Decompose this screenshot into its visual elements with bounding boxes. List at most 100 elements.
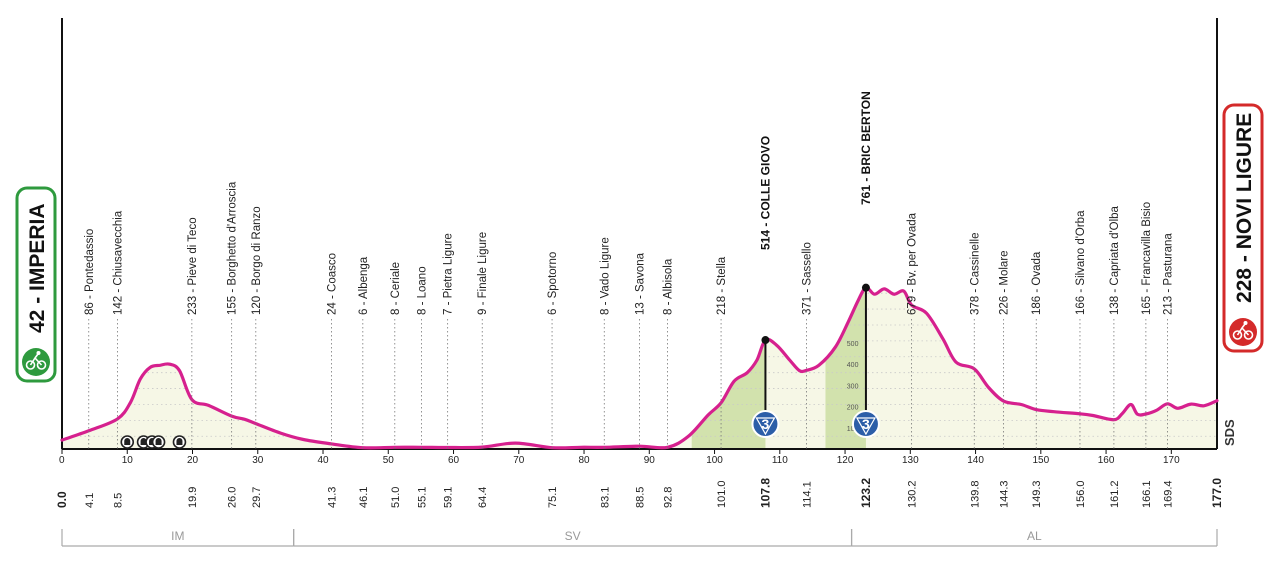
climb-shading [691,287,766,449]
province-label: IM [171,529,184,543]
km-mark-label: 4.1 [84,493,96,508]
bicycle-rider [36,351,41,355]
gpm-category: 3 [862,416,870,432]
place-label: 120 - Borgo di Ranzo [251,206,263,315]
bicycle-wheel [1232,330,1243,340]
bicycle-rider [1243,321,1248,325]
km-mark-label: 59.1 [443,487,455,508]
km-mark-label: 64.4 [477,487,489,508]
gpm-badge-triangle [755,417,776,436]
km-mark-label: 177.0 [1210,478,1224,508]
place-label: 233 - Pieve di Teco [187,217,199,315]
gpm-badge: 3 [851,410,880,438]
bicycle-icon [22,348,50,376]
x-tick-label: 30 [252,455,264,466]
km-mark-label: 46.1 [358,487,370,508]
bicycle-wheel [1243,330,1254,340]
km-mark-label: 107.8 [758,478,772,508]
finish-badge-frame [1222,103,1264,353]
summit-label: 761 - BRIC BERTON [859,91,873,205]
bicycle-wheel [36,360,47,370]
profile-area [62,287,1217,449]
gpm-badge-triangle [855,417,876,436]
km-mark-label: 0.0 [55,491,69,508]
km-mark-label: 88.5 [635,487,647,508]
x-tick-label: 40 [317,455,329,466]
place-label: 7 - Pietra Ligure [443,233,455,315]
km-mark-label: 75.1 [547,487,559,508]
summit-dot [861,283,870,292]
tunnel-icon-arch [140,438,147,445]
profile-line [60,286,1219,450]
place-label: 155 - Borghetto d'Arroscia [227,181,239,315]
gpm-badge: 3 [751,410,780,438]
x-tick-label: 150 [1032,455,1049,466]
km-mark-label: 144.3 [999,480,1011,508]
x-tick-label: 110 [772,455,788,466]
climb-axis-tick: 100 [847,426,859,433]
place-label: 24 - Coasco [327,253,339,315]
km-mark-label: 166.1 [1141,480,1153,508]
place-label: 138 - Capriata d'Olba [1109,205,1121,315]
province-label: SV [565,529,581,543]
place-label: 86 - Pontedassio [84,229,96,315]
place-label: 8 - Vado Ligure [599,237,611,315]
km-mark-label: 41.3 [327,487,339,508]
place-label: 166 - Silvano d'Orba [1075,210,1087,315]
km-mark-label: 26.0 [227,487,239,508]
place-label: 371 - Sassello [802,242,814,315]
km-mark-label: 19.9 [187,487,199,508]
km-mark-label: 123.2 [859,478,873,508]
climb-axis-tick: 300 [847,383,859,390]
x-tick-label: 90 [644,455,656,466]
x-tick-label: 60 [448,455,460,466]
km-mark-label: 114.1 [802,481,814,508]
x-tick-label: 50 [383,455,395,466]
x-tick-label: 160 [1098,455,1115,466]
place-label: 378 - Cassinelle [969,233,981,315]
place-label: 165 - Francavilla Bisio [1141,202,1153,315]
x-tick-label: 170 [1163,455,1180,466]
tunnel-icon [151,435,166,449]
x-tick-label: 140 [967,455,984,466]
bicycle-icon-bg [22,348,50,376]
place-label: 6 - Spotorno [547,252,559,315]
climb-axis-tick: 400 [847,362,859,369]
bicycle-icon [1229,318,1257,346]
tunnel-icon-arch [176,438,183,445]
x-tick-label: 20 [187,455,199,466]
x-tick-label: 10 [122,455,134,466]
tunnel-icon-arch [124,438,131,445]
place-label: 142 - Chiusavecchia [112,210,124,315]
gpm-category: 3 [762,416,770,432]
x-tick-label: 70 [513,455,525,466]
start-badge: 42 - IMPERIA [15,186,57,383]
x-tick-label: 0 [59,455,65,466]
climb-axis-tick: 200 [847,405,859,412]
km-mark-label: 29.7 [251,487,263,508]
place-label: 8 - Ceriale [390,262,402,315]
place-label: 679 - Bv. per Ovada [907,212,919,315]
x-tick-label: 120 [837,455,854,466]
place-label: 8 - Loano [417,266,429,315]
x-tick-label: 130 [902,455,919,466]
bicycle-icon-bg [1229,318,1257,346]
km-mark-label: 51.0 [390,487,402,508]
km-mark-label: 161.2 [1109,480,1121,508]
km-mark-label: 101.0 [716,480,728,508]
watermark-text: SDS [1222,419,1237,446]
km-mark-label: 139.8 [969,480,981,508]
place-label: 218 - Stella [716,256,728,315]
km-mark-label: 8.5 [112,493,124,508]
climb-shading [825,287,866,449]
finish-badge: 228 - NOVI LIGURE [1222,103,1264,353]
km-mark-label: 156.0 [1075,480,1087,508]
x-tick-label: 100 [706,455,723,466]
place-label: 213 - Pasturana [1162,233,1174,315]
start-badge-frame [15,186,57,383]
bicycle-wheel [25,360,36,370]
place-label: 8 - Albisola [663,258,675,315]
km-mark-label: 130.2 [907,480,919,508]
finish-badge-label: 228 - NOVI LIGURE [1233,113,1256,303]
